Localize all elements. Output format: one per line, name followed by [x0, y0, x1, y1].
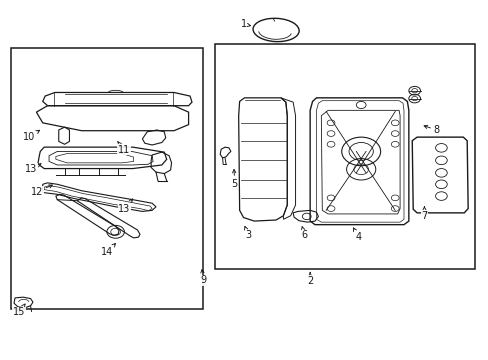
Text: 4: 4 — [353, 228, 361, 242]
Text: 12: 12 — [31, 185, 52, 197]
Text: 10: 10 — [23, 130, 40, 142]
Text: 13: 13 — [25, 163, 41, 174]
Text: 3: 3 — [244, 226, 251, 240]
Text: 2: 2 — [306, 273, 313, 286]
Text: 14: 14 — [101, 243, 115, 257]
Text: 5: 5 — [231, 170, 238, 189]
Text: 7: 7 — [421, 207, 427, 221]
Text: 11: 11 — [118, 142, 130, 155]
Text: 13: 13 — [118, 199, 132, 213]
Text: 9: 9 — [200, 270, 206, 285]
Text: 6: 6 — [301, 227, 307, 240]
Bar — [215, 44, 474, 269]
Text: 15: 15 — [13, 304, 25, 317]
Text: 8: 8 — [423, 125, 439, 135]
Bar — [11, 48, 203, 309]
Text: 1: 1 — [240, 19, 250, 29]
